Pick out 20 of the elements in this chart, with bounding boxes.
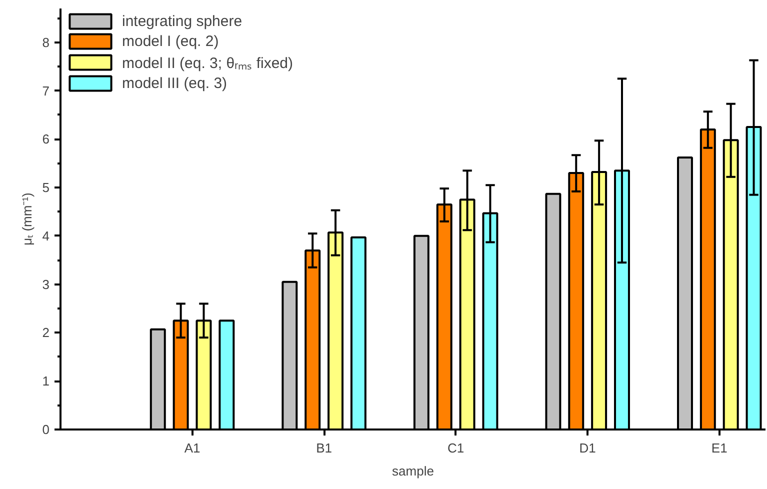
y-tick-label: 8 xyxy=(42,34,50,50)
x-tick-label: E1 xyxy=(711,440,728,456)
legend-label: model I (eq. 2) xyxy=(122,32,219,50)
y-tick-label: 1 xyxy=(42,374,50,389)
y-tick-label: 0 xyxy=(42,422,50,437)
y-tick-label: 5 xyxy=(42,180,50,196)
y-tick-label: 6 xyxy=(42,132,50,147)
legend-label: integrating sphere xyxy=(122,12,242,30)
y-tick-label: 4 xyxy=(42,228,50,244)
y-axis-title: μₜ (mm⁻¹) xyxy=(19,192,34,246)
y-tick-label: 7 xyxy=(42,83,50,98)
y-tick-label: 3 xyxy=(42,276,50,292)
x-tick-label: A1 xyxy=(184,440,200,456)
y-tick-label: 2 xyxy=(42,325,50,340)
legend-label: model II (eq. 3; θᵣₘₛ fixed) xyxy=(122,54,294,72)
legend-label: model III (eq. 3) xyxy=(122,74,228,92)
x-tick-label: C1 xyxy=(448,440,464,456)
x-tick-label: B1 xyxy=(316,440,332,456)
x-tick-label: D1 xyxy=(579,440,596,456)
x-axis-title: sample xyxy=(392,464,434,478)
